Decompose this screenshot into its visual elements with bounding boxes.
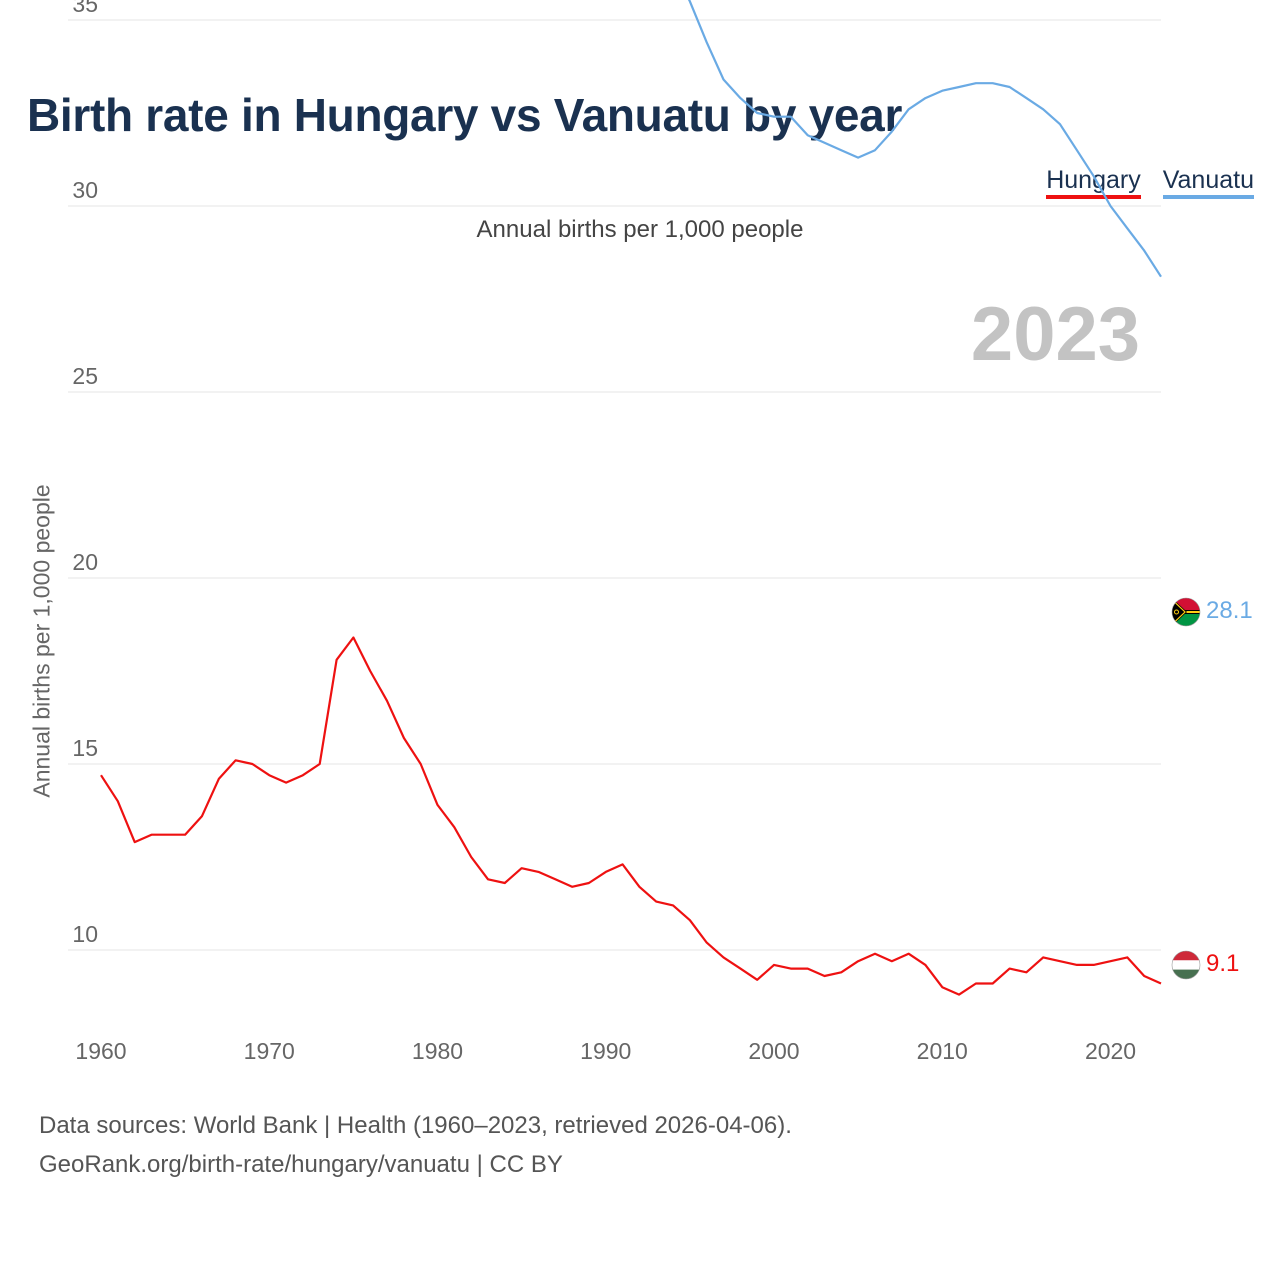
x-tick-label: 1990	[580, 1038, 631, 1064]
x-tick-label: 1980	[412, 1038, 463, 1064]
data-source-text: Data sources: World Bank | Health (1960–…	[39, 1112, 792, 1139]
x-tick-label: 1960	[75, 1038, 126, 1064]
series-line-hungary[interactable]	[100, 636, 1162, 996]
vanuatu-flag-icon	[1171, 597, 1201, 627]
y-tick-label: 30	[72, 177, 98, 203]
chart-title: Birth rate in Hungary vs Vanuatu by year	[27, 89, 903, 141]
hungary-flag-icon	[1171, 950, 1201, 980]
legend-item-hungary[interactable]: Hungary	[1046, 166, 1141, 199]
footer: Data sources: World Bank | Health (1960–…	[39, 1106, 792, 1184]
year-watermark: 2023	[971, 292, 1140, 377]
y-tick-label: 20	[72, 549, 98, 575]
vanuatu-end-label: 28.1	[1206, 597, 1253, 624]
x-tick-label: 2020	[1085, 1038, 1136, 1064]
legend-item-vanuatu[interactable]: Vanuatu	[1162, 166, 1254, 199]
x-tick-label: 1970	[244, 1038, 295, 1064]
x-tick-label: 2000	[748, 1038, 799, 1064]
y-tick-label: 25	[72, 363, 98, 389]
legend: Hungary Vanuatu	[1046, 166, 1254, 199]
source-link[interactable]: GeoRank.org/birth-rate/hungary/vanuatu |…	[39, 1151, 563, 1178]
y-tick-label: 10	[72, 921, 98, 947]
x-tick-label: 2010	[917, 1038, 968, 1064]
y-tick-label: 15	[72, 735, 98, 761]
series-line-vanuatu[interactable]	[101, 0, 1162, 278]
hungary-end-label: 9.1	[1206, 950, 1239, 977]
y-tick-label: 35	[72, 0, 98, 17]
chart-subtitle: Annual births per 1,000 people	[476, 216, 804, 243]
